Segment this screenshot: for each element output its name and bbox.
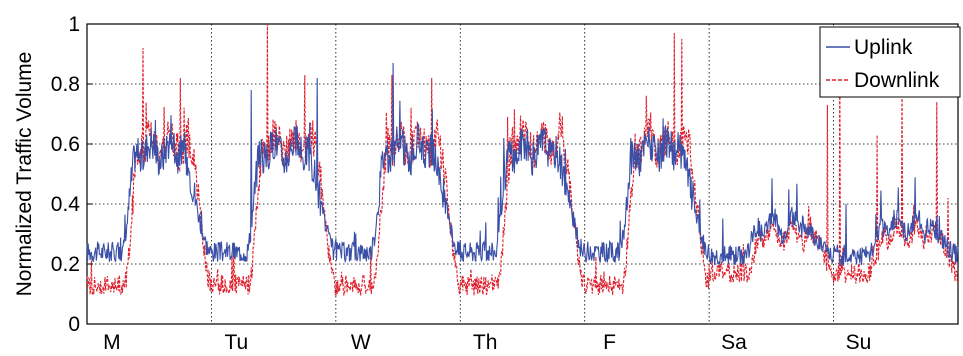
x-tick-label: W xyxy=(351,331,371,354)
y-tick-label: 0.4 xyxy=(51,193,81,216)
x-tick-labels: M Tu W Th F Sa Su xyxy=(103,331,871,354)
series-line-downlink xyxy=(86,23,959,297)
legend: Uplink Downlink xyxy=(819,26,961,98)
x-tick-label: F xyxy=(603,331,616,354)
x-tick-label: Su xyxy=(846,331,872,354)
y-tick-label: 0.8 xyxy=(51,73,80,96)
y-tick-labels: 0 0.2 0.4 0.6 0.8 1 xyxy=(51,13,93,336)
plot-frame xyxy=(86,23,959,325)
x-tick-label: Tu xyxy=(224,331,248,354)
x-tick-label: Th xyxy=(473,331,498,354)
y-tick-label: 0.2 xyxy=(51,253,80,276)
legend-label-downlink: Downlink xyxy=(854,69,940,92)
x-tick-label: Sa xyxy=(721,331,747,354)
legend-label-uplink: Uplink xyxy=(854,36,913,59)
series-layer xyxy=(86,23,959,297)
x-tick-label: M xyxy=(103,331,121,354)
y-axis-title: Normalized Traffic Volume xyxy=(13,52,36,297)
y-tick-label: 0.6 xyxy=(51,133,80,156)
y-tick-label: 0 xyxy=(68,313,80,336)
series-line-uplink xyxy=(86,62,959,267)
legend-box xyxy=(819,26,961,98)
y-tick-label: 1 xyxy=(68,13,80,36)
